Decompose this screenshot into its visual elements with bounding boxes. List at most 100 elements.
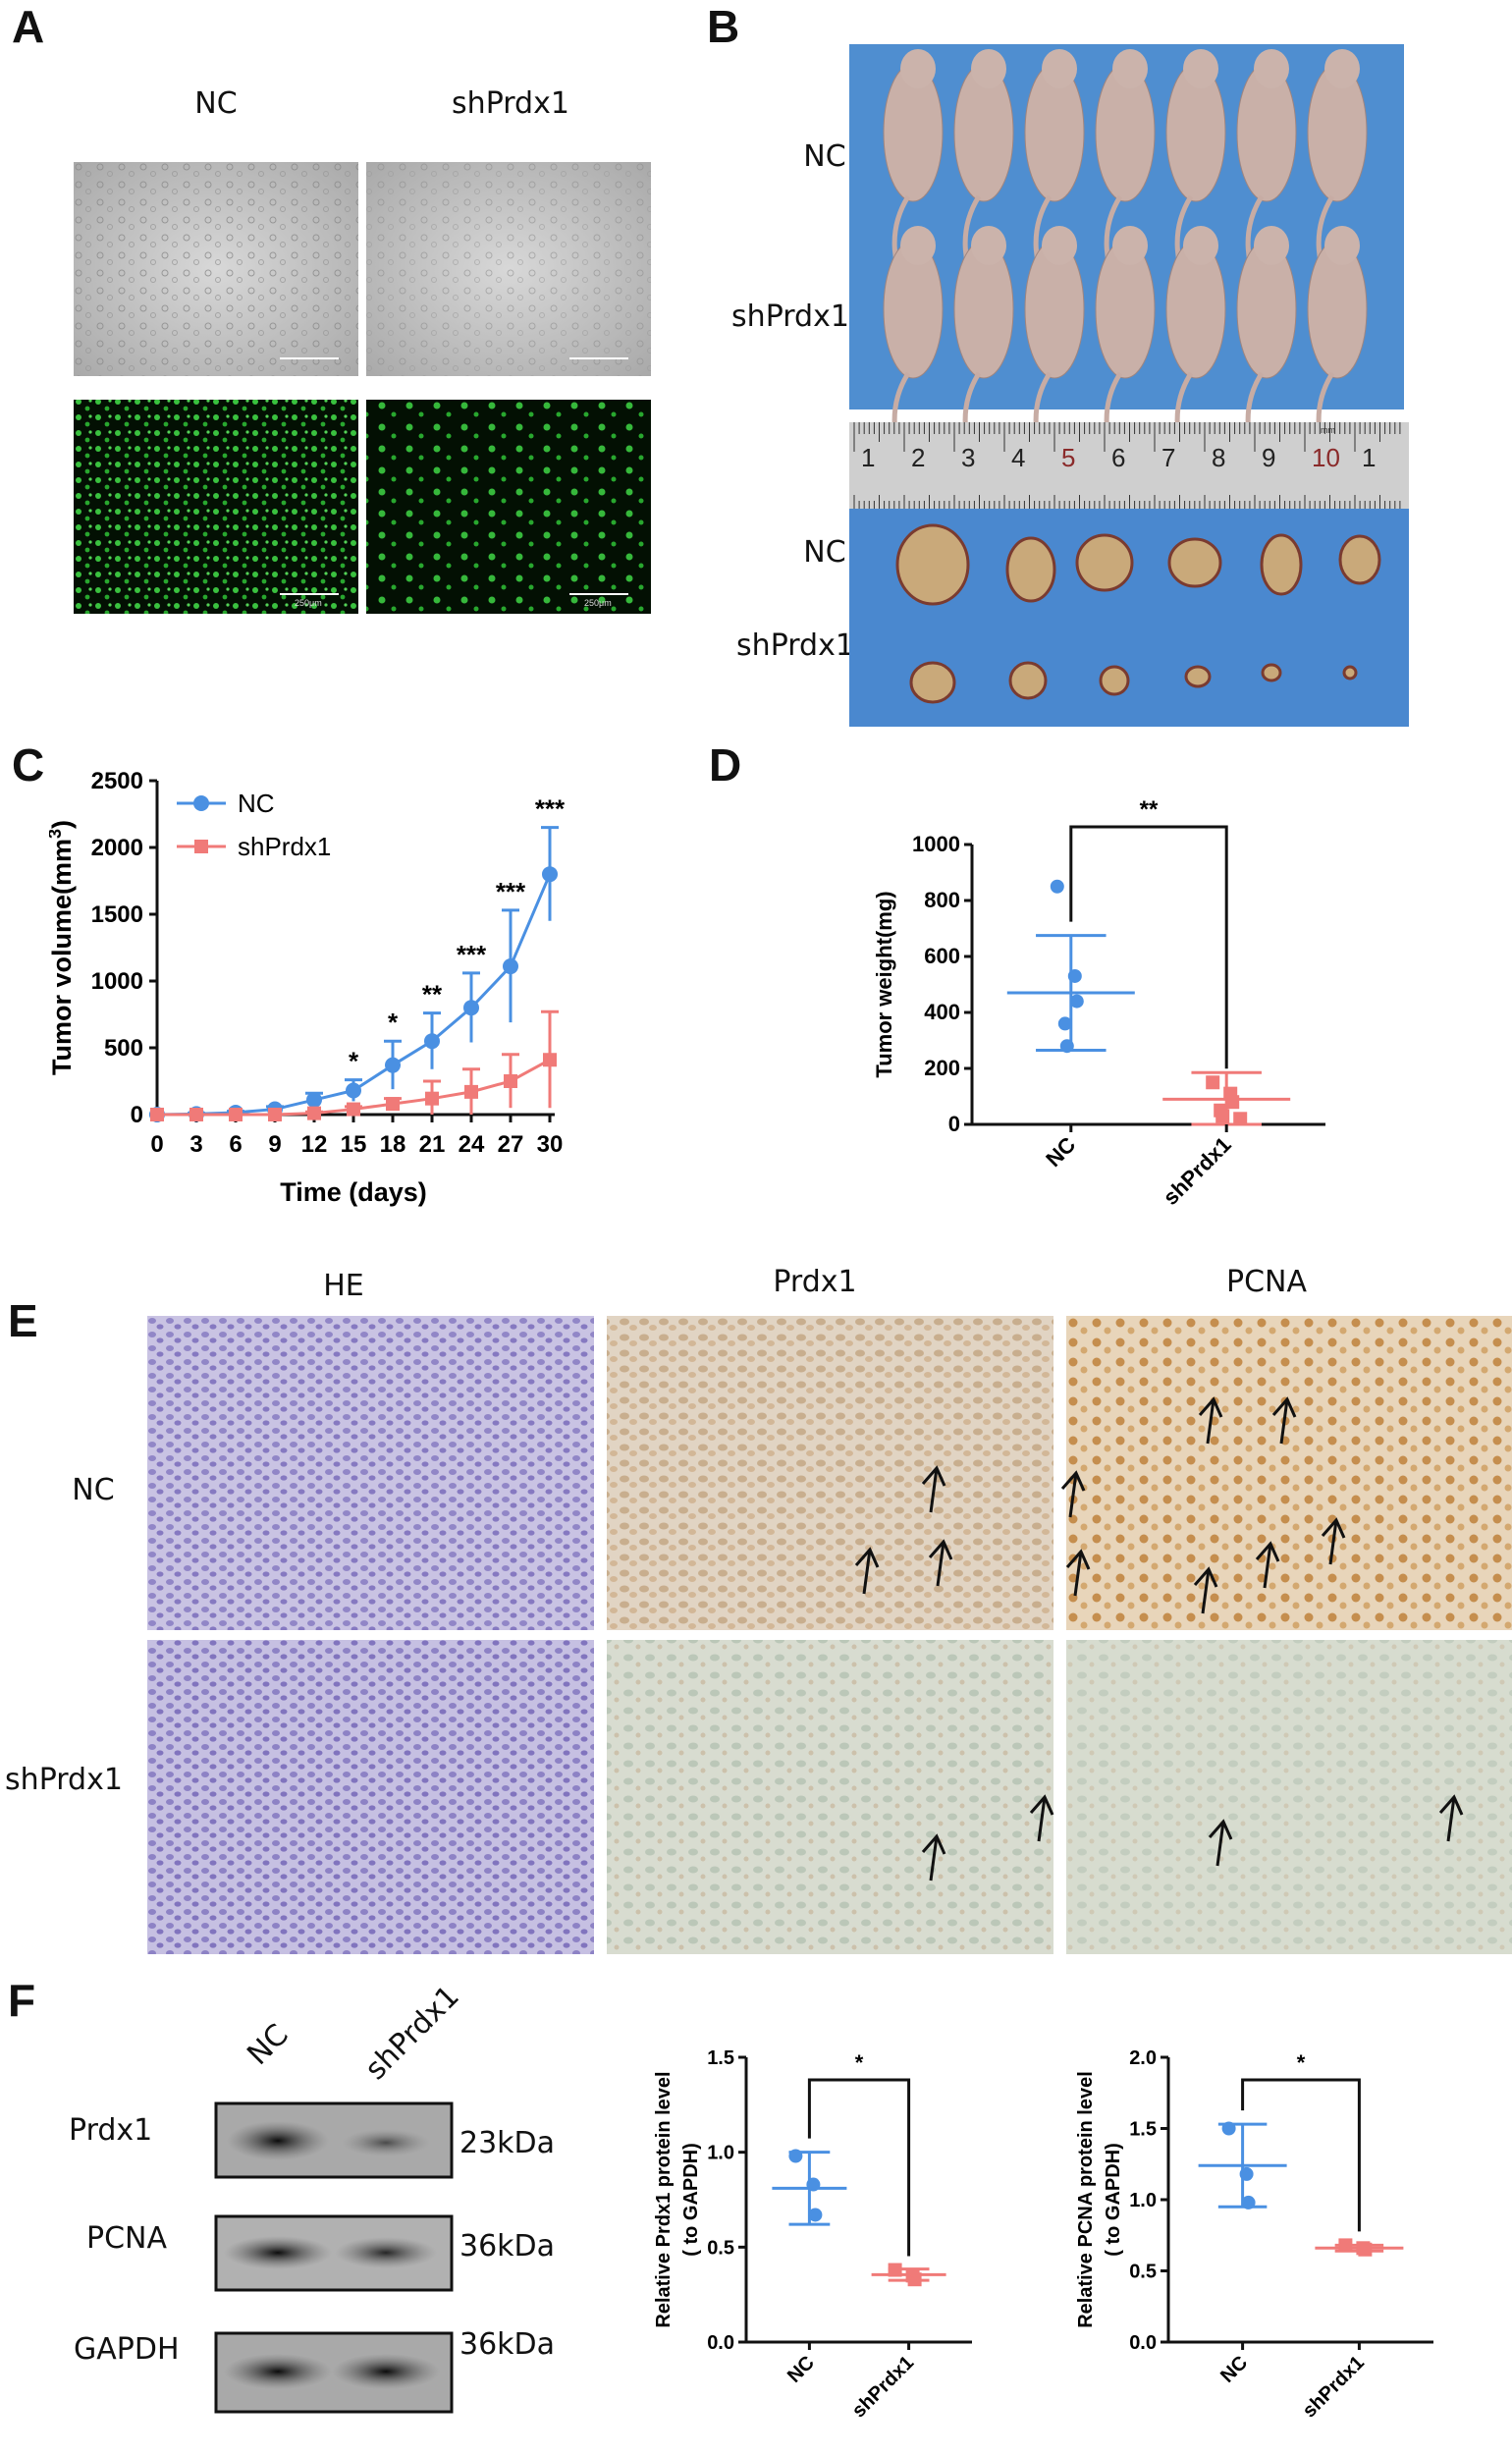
- data-point: [808, 2208, 823, 2222]
- blot-name-prdx1: Prdx1: [69, 2113, 153, 2148]
- data-point: [1067, 968, 1082, 983]
- fluorescence-shprdx1: 250μm: [366, 400, 651, 614]
- brightfield-nc: [74, 162, 358, 376]
- mouse: [1307, 226, 1368, 463]
- panel-e-col-he: HE: [323, 1269, 364, 1303]
- panel-b-label: B: [707, 1, 740, 52]
- significance-mark: **: [1140, 796, 1159, 823]
- data-point: [503, 958, 518, 975]
- significance-bracket: [1069, 825, 1228, 1069]
- x-tick-label: 27: [498, 1131, 524, 1158]
- y-tick-label: 0.0: [1129, 2332, 1157, 2354]
- data-point: [543, 1053, 557, 1067]
- significance-mark: *: [1297, 2050, 1306, 2075]
- mouse: [1307, 49, 1368, 286]
- y-tick-label: 1.5: [707, 2047, 734, 2069]
- panel-e-ihc-images: [147, 1316, 1512, 1954]
- y-axis-label-line2: ( to GAPDH): [1103, 2143, 1124, 2257]
- y-tick-label: 2000: [91, 835, 143, 861]
- arrow-icon: [1065, 1549, 1091, 1597]
- ruler-number: 2: [911, 443, 925, 472]
- significance-bracket: [1241, 2078, 1361, 2232]
- tumor: [1338, 534, 1381, 585]
- y-tick-label: 1000: [912, 832, 960, 856]
- x-axis-label: Time (days): [280, 1177, 427, 1207]
- significance-mark: ***: [535, 794, 566, 824]
- mouse: [1095, 226, 1156, 463]
- panel-b-tumor-nc: NC: [803, 535, 846, 570]
- fluorescence-nc: 250μm: [74, 400, 358, 614]
- arrow-icon: [1193, 1566, 1218, 1614]
- y-tick-label: 1.5: [1129, 2119, 1157, 2141]
- legend-marker: [193, 795, 209, 811]
- x-tick-label: shPrdx1: [1299, 2352, 1369, 2422]
- data-point: [806, 2177, 821, 2192]
- tumor: [1099, 665, 1130, 696]
- panel-b-photos: 1 2 3 4 5 6 7 8 9 10 1 mm: [849, 44, 1409, 727]
- mouse: [1165, 226, 1226, 463]
- significance-mark: *: [855, 2050, 864, 2075]
- data-point: [1050, 879, 1064, 894]
- data-point: [1059, 1039, 1074, 1054]
- scale-bar-label: 250μm: [584, 598, 612, 608]
- x-tick-label: 30: [537, 1131, 564, 1158]
- arrow-icon: [921, 1465, 946, 1513]
- significance-mark: **: [422, 980, 443, 1009]
- blot-name-pcna: PCNA: [86, 2221, 168, 2256]
- panel-d-label: D: [709, 739, 742, 791]
- panel-b-mice-shprdx1: shPrdx1: [731, 300, 849, 334]
- panel-e-col-pcna: PCNA: [1225, 1265, 1307, 1299]
- nude-mice: [883, 49, 1368, 463]
- tumor: [1261, 663, 1282, 682]
- data-point: [1241, 2195, 1256, 2210]
- ihc-he-shprdx1: [147, 1640, 594, 1954]
- y-tick-label: 2.0: [1129, 2047, 1157, 2069]
- y-tick-label: 600: [924, 944, 960, 968]
- group-shPrdx1: [871, 2263, 946, 2287]
- significance-bracket: [807, 2078, 911, 2257]
- data-point: [888, 2263, 902, 2277]
- x-tick-label: 9: [268, 1131, 281, 1158]
- series-shPrdx1: [150, 1009, 559, 1121]
- ruler-number: 5: [1061, 443, 1075, 472]
- excised-tumors: [895, 523, 1381, 704]
- tumor: [1260, 533, 1303, 596]
- data-point: [1057, 1016, 1072, 1031]
- data-point: [307, 1106, 321, 1120]
- blot-pcna: [214, 2214, 454, 2292]
- ruler-number: 8: [1212, 443, 1225, 472]
- mouse: [883, 226, 944, 463]
- panel-b-tumor-shprdx1: shPrdx1: [736, 628, 854, 663]
- ihc-pcna-nc: [1066, 1316, 1512, 1630]
- tumor-weight-chart: 0 200 400 600 800 1000 Tumor weight(mg) NC shPrd…: [872, 796, 1325, 1208]
- y-tick-label: 0: [131, 1102, 143, 1128]
- y-tick-label: 0.5: [707, 2237, 734, 2259]
- y-axis-label: Tumor volume(mm3): [49, 820, 77, 1075]
- data-point: [1233, 1112, 1248, 1126]
- significance-mark: ***: [457, 940, 487, 969]
- data-point: [463, 1000, 479, 1016]
- y-axis-label: Relative Prdx1 protein level: [653, 2071, 675, 2327]
- ruler-number: 9: [1262, 443, 1275, 472]
- x-tick-label: NC: [1216, 2352, 1252, 2387]
- x-tick-label: 12: [301, 1131, 328, 1158]
- prdx1-protein-chart: 0.0 0.5 1.0 1.5 Relative Prdx1 protein level…: [653, 2047, 972, 2422]
- x-tick-label: 0: [150, 1131, 163, 1158]
- y-axis-label: Relative PCNA protein level: [1075, 2071, 1097, 2328]
- ruler-number: 3: [961, 443, 975, 472]
- y-tick-label: 1.0: [707, 2143, 734, 2164]
- arrow-icon: [928, 1539, 953, 1587]
- arrow-icon: [921, 1833, 946, 1882]
- y-tick-label: 800: [924, 888, 960, 912]
- panel-a-col-nc: NC: [194, 86, 238, 121]
- x-tick-label: 15: [341, 1131, 367, 1158]
- tumor: [1342, 665, 1358, 681]
- y-tick-label: 500: [104, 1035, 143, 1062]
- data-point: [268, 1108, 282, 1121]
- ruler-number: 1: [1362, 443, 1376, 472]
- lane-label-nc: NC: [241, 2017, 296, 2072]
- y-tick-label: 1.0: [1129, 2190, 1157, 2211]
- y-tick-label: 1500: [91, 901, 143, 928]
- data-point: [1069, 994, 1084, 1009]
